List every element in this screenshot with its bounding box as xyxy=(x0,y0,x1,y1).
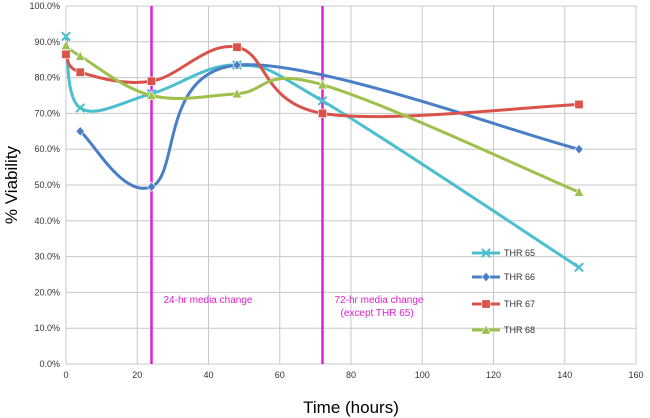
y-axis-title: % Viability xyxy=(2,145,21,224)
data-point xyxy=(317,79,328,90)
legend-label: THR 67 xyxy=(504,299,535,309)
data-point xyxy=(146,89,157,100)
data-point-stroke xyxy=(75,103,86,113)
y-tick-label: 80.0% xyxy=(34,73,60,83)
x-tick-label: 100 xyxy=(415,370,430,380)
data-point-stroke xyxy=(61,31,71,42)
y-tick-label: 90.0% xyxy=(34,37,60,47)
data-point xyxy=(75,126,85,137)
series-line xyxy=(78,63,581,190)
data-point xyxy=(232,59,242,71)
grid xyxy=(65,5,637,365)
x-tick-label: 160 xyxy=(628,370,643,380)
legend: THR 65 THR 66 THR 67 THR 68 xyxy=(472,248,535,335)
x-tick-label: 140 xyxy=(557,370,572,380)
data-point-stroke xyxy=(574,262,584,273)
x-tick-label: 40 xyxy=(203,370,213,380)
legend-item: THR 68 xyxy=(472,324,535,335)
media-change-label-line: 24-hr media change xyxy=(164,295,253,306)
media-change-label: 72-hr media change (except THR 65) xyxy=(335,295,424,319)
data-point xyxy=(61,49,71,59)
y-tick-label: 20.0% xyxy=(34,287,60,297)
data-point xyxy=(75,67,85,77)
y-tick-label: 0.0% xyxy=(39,359,60,369)
x-axis-title: Time (hours) xyxy=(303,398,399,417)
legend-item: THR 66 xyxy=(472,271,535,283)
data-point xyxy=(317,108,327,118)
y-tick-label: 50.0% xyxy=(34,180,60,190)
x-tick-label: 60 xyxy=(275,370,285,380)
media-change-label: 24-hr media change xyxy=(164,295,253,306)
y-tick-label: 10.0% xyxy=(34,323,60,333)
data-point xyxy=(574,262,584,273)
legend-item: THR 65 xyxy=(472,248,535,258)
y-tick-label: 100.0% xyxy=(29,1,60,11)
x-tick-label: 20 xyxy=(132,370,142,380)
data-point xyxy=(60,39,72,50)
axes: 0.0% 10.0% 20.0% 30.0% 40.0% 50.0% 60.0% 70.0% 8… xyxy=(29,1,643,380)
data-point xyxy=(232,42,242,52)
data-point xyxy=(146,181,157,193)
media-change-label-line: (except THR 65) xyxy=(341,308,414,319)
y-tick-label: 60.0% xyxy=(34,144,60,154)
y-tick-label: 70.0% xyxy=(34,108,60,118)
data-point-stroke xyxy=(317,95,328,106)
data-point xyxy=(481,271,491,283)
data-point xyxy=(573,186,585,197)
series-group xyxy=(60,31,585,273)
data-point xyxy=(147,76,157,86)
media-change-label-line: 72-hr media change xyxy=(335,295,424,306)
series-thr-68 xyxy=(60,39,585,197)
data-point xyxy=(480,324,492,335)
data-point xyxy=(574,143,584,155)
x-tick-label: 80 xyxy=(346,370,356,380)
legend-label: THR 68 xyxy=(504,325,535,335)
data-point xyxy=(481,299,491,309)
legend-label: THR 65 xyxy=(504,248,535,258)
data-point xyxy=(481,248,491,258)
y-tick-label: 40.0% xyxy=(34,216,60,226)
data-point xyxy=(574,99,584,109)
x-tick-label: 120 xyxy=(486,370,501,380)
series-thr-66 xyxy=(75,59,584,193)
data-point xyxy=(75,103,86,113)
data-point xyxy=(317,95,328,106)
x-tick-label: 0 xyxy=(63,370,68,380)
y-tick-label: 30.0% xyxy=(34,252,60,262)
data-point-stroke xyxy=(481,248,491,258)
legend-item: THR 67 xyxy=(472,299,535,309)
data-point xyxy=(61,31,71,42)
series-thr-67 xyxy=(61,42,584,119)
data-point xyxy=(74,50,86,61)
data-point xyxy=(231,88,243,99)
legend-label: THR 66 xyxy=(504,272,535,282)
